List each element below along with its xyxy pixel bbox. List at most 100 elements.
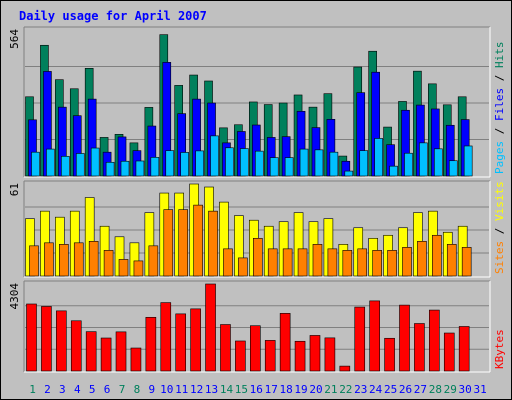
sites-bar xyxy=(312,244,323,277)
kbytes-bar xyxy=(85,331,97,372)
day-label: 14 xyxy=(220,383,234,396)
sites-bar xyxy=(446,244,457,277)
kbytes-bar xyxy=(458,326,470,372)
day-label: 26 xyxy=(399,383,412,396)
kbytes-bar xyxy=(339,365,351,372)
sites-bar xyxy=(59,244,69,277)
panel-kbytes: 4304 KBytes xyxy=(8,280,506,373)
kbytes-bar xyxy=(414,323,425,372)
kbytes-bar xyxy=(384,337,395,372)
day-label: 2 xyxy=(44,383,51,396)
panel-hits: 564 Pages / Files / Hits xyxy=(8,26,506,178)
sites-bar xyxy=(88,241,99,277)
pages-bar xyxy=(329,151,339,177)
kbytes-bar xyxy=(443,332,455,372)
kbytes-bar xyxy=(130,347,142,372)
sites-bar xyxy=(461,247,472,277)
panel-kbytes-series-label: KBytes xyxy=(493,329,506,369)
pages-bar xyxy=(255,150,264,177)
pages-bar xyxy=(389,165,398,177)
sites-bar xyxy=(253,237,263,277)
sites-bar xyxy=(282,248,293,277)
kbytes-bar xyxy=(205,283,216,372)
pages-bar xyxy=(269,157,279,177)
day-label: 5 xyxy=(89,383,96,396)
day-label: 11 xyxy=(175,383,188,396)
sites-bar xyxy=(372,250,382,277)
series-label-part: Visits xyxy=(493,181,506,221)
day-label: 31 xyxy=(473,383,486,396)
panel-hits-ymax-label: 564 xyxy=(8,29,21,49)
pages-bar xyxy=(31,151,40,177)
chart-panels: 564 Pages / Files / Hits 61 Sites / Visits 4… xyxy=(8,26,506,373)
pages-bar xyxy=(374,138,383,177)
series-label-part: Sites xyxy=(493,241,506,274)
pages-bar xyxy=(90,147,100,177)
pages-bar xyxy=(284,157,294,177)
sites-bar xyxy=(118,259,129,277)
pages-bar xyxy=(359,150,369,177)
sites-bar xyxy=(223,248,233,277)
sites-bar xyxy=(29,245,39,277)
series-label-part: / xyxy=(493,121,506,141)
pages-bar xyxy=(75,153,85,177)
pages-bar xyxy=(434,148,443,177)
sites-bar xyxy=(267,248,278,277)
day-label: 21 xyxy=(324,383,337,396)
series-label-part: / xyxy=(493,68,506,88)
day-label: 27 xyxy=(414,383,427,396)
day-label: 8 xyxy=(134,383,141,396)
day-label: 24 xyxy=(369,383,383,396)
day-label: 13 xyxy=(205,383,218,396)
day-label: 25 xyxy=(384,383,397,396)
day-label: 30 xyxy=(459,383,472,396)
panel-visits-series-label: Sites / Visits xyxy=(493,181,506,274)
chart-title: Daily usage for April 2007 xyxy=(19,9,207,23)
panel-kbytes-ymax-label: 4304 xyxy=(8,283,21,310)
pages-bar xyxy=(46,148,55,177)
sites-bar xyxy=(208,210,218,277)
day-label: 22 xyxy=(339,383,352,396)
kbytes-bar xyxy=(41,306,52,372)
sites-bar xyxy=(44,242,54,277)
sites-bar xyxy=(73,242,84,277)
panel-visits-ymax-label: 61 xyxy=(8,183,21,196)
pages-bar xyxy=(299,148,309,177)
kbytes-bar xyxy=(70,320,82,372)
pages-bar xyxy=(404,152,413,177)
sites-bar xyxy=(133,260,144,277)
panel-visits: 61 Sites / Visits xyxy=(8,180,506,278)
pages-bar xyxy=(448,160,458,177)
sites-bar xyxy=(402,247,412,277)
kbytes-bar xyxy=(429,309,440,372)
pages-bar xyxy=(195,150,204,177)
pages-bar xyxy=(165,150,175,177)
day-label: 28 xyxy=(429,383,442,396)
kbytes-bar xyxy=(175,313,186,372)
pages-bar xyxy=(419,142,428,177)
pages-bar xyxy=(180,152,189,177)
day-label: 12 xyxy=(190,383,203,396)
day-label: 10 xyxy=(160,383,173,396)
series-label-part: / xyxy=(493,221,506,241)
sites-bar xyxy=(238,257,248,277)
day-label: 9 xyxy=(149,383,156,396)
day-label: 23 xyxy=(354,383,367,396)
pages-bar xyxy=(210,135,219,177)
kbytes-bar xyxy=(369,300,380,372)
sites-bar xyxy=(432,234,442,277)
kbytes-bar xyxy=(235,340,246,372)
kbytes-bar xyxy=(115,331,127,372)
kbytes-bar xyxy=(309,335,321,372)
series-label-part: Pages xyxy=(493,141,506,174)
day-label: 16 xyxy=(250,383,263,396)
sites-bar xyxy=(103,250,114,277)
sites-bar xyxy=(178,209,188,277)
day-label: 29 xyxy=(444,383,457,396)
kbytes-bar xyxy=(160,302,172,372)
kbytes-bar xyxy=(220,324,231,372)
sites-bar xyxy=(148,245,159,277)
day-labels: 1 2 3 4 5 6 7 8 9 10 11 12 13 14 15 16 17 18 19 20 21 22 23 24 2… xyxy=(29,383,487,396)
sites-bar xyxy=(387,250,397,277)
